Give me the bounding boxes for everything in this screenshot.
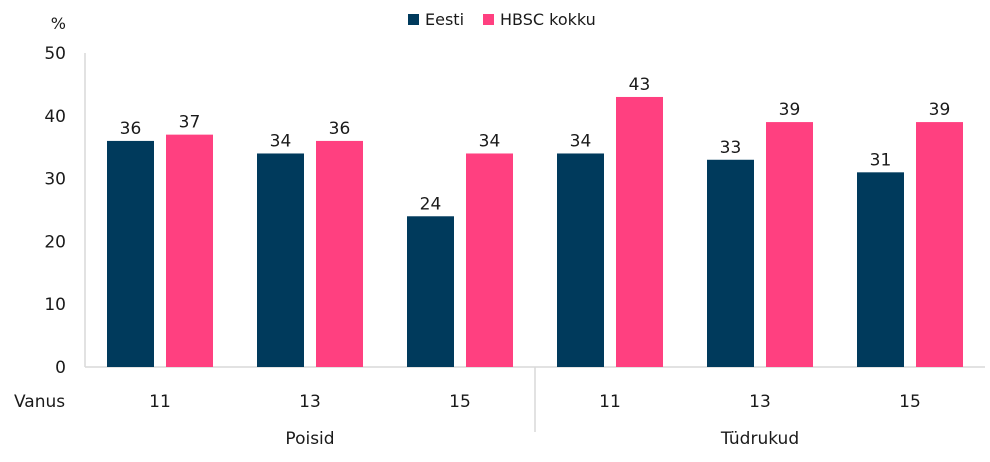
y-tick-label: 10	[44, 295, 66, 315]
x-axis-title: Vanus	[14, 392, 65, 412]
bar-eesti-2	[407, 216, 454, 367]
bar-eesti-4	[707, 159, 754, 367]
group-label: Tüdrukud	[720, 429, 799, 449]
data-label: 33	[720, 138, 742, 158]
x-tick-label: 15	[449, 392, 471, 412]
x-tick-label: 13	[749, 392, 771, 412]
y-axis-unit: %	[51, 14, 66, 33]
legend-swatch-1	[483, 14, 494, 25]
y-tick-label: 50	[44, 44, 66, 64]
data-label: 37	[179, 113, 201, 133]
y-tick-label: 20	[44, 232, 66, 252]
bar-hbsc-1	[316, 140, 363, 367]
x-tick-label: 11	[599, 392, 621, 412]
data-label: 39	[779, 100, 801, 120]
bar-eesti-5	[857, 172, 904, 367]
bar-hbsc-0	[166, 134, 213, 367]
x-tick-label: 11	[149, 392, 171, 412]
x-tick-label: 13	[299, 392, 321, 412]
legend-swatch-0	[408, 14, 419, 25]
x-tick-label: 15	[899, 392, 921, 412]
data-label: 31	[870, 150, 892, 170]
y-tick-label: 0	[55, 358, 66, 378]
data-label: 36	[120, 119, 142, 139]
data-label: 34	[570, 131, 592, 151]
bar-eesti-1	[257, 153, 304, 367]
data-label: 39	[929, 100, 951, 120]
data-label: 34	[479, 131, 501, 151]
legend-label-0: Eesti	[425, 10, 464, 29]
data-label: 24	[420, 194, 442, 214]
bar-eesti-3	[557, 153, 604, 367]
y-tick-label: 30	[44, 170, 66, 190]
legend-label-1: HBSC kokku	[500, 10, 596, 29]
y-tick-label: 40	[44, 107, 66, 127]
bar-hbsc-5	[916, 122, 963, 367]
data-label: 34	[270, 131, 292, 151]
bar-hbsc-3	[616, 96, 663, 368]
bar-hbsc-2	[466, 153, 513, 367]
bar-hbsc-4	[766, 122, 813, 367]
data-label: 36	[329, 119, 351, 139]
data-label: 43	[629, 75, 651, 95]
bar-eesti-0	[107, 140, 154, 367]
group-label: Poisid	[285, 429, 334, 449]
